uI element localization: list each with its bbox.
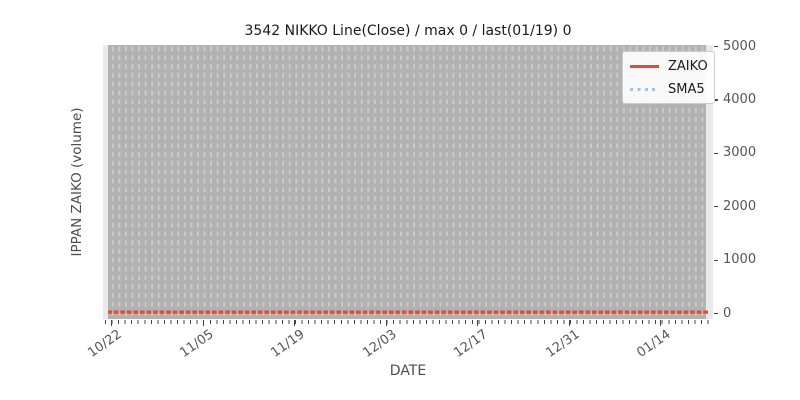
- plot-canvas: [108, 45, 708, 319]
- y-tick-mark: [713, 46, 718, 48]
- x-major-tick: [477, 319, 479, 326]
- legend: ZAIKO SMA5: [622, 51, 715, 104]
- chart-title: 3542 NIKKO Line(Close) / max 0 / last(01…: [244, 23, 572, 39]
- y-tick-mark: [713, 99, 718, 101]
- y-tick-mark: [713, 259, 718, 261]
- x-major-tick: [660, 319, 662, 326]
- y-tick-label: 5000: [723, 38, 757, 54]
- x-major-tick: [111, 319, 113, 326]
- legend-label: ZAIKO: [668, 58, 708, 74]
- y-tick-mark: [713, 313, 718, 315]
- x-minor-ticks: [105, 320, 712, 324]
- x-major-tick: [568, 319, 570, 326]
- y-tick-label: 3000: [723, 145, 757, 161]
- y-axis-label: IPPAN ZAIKO (volume): [69, 107, 85, 257]
- y-tick-mark: [713, 206, 718, 208]
- y-tick-label: 1000: [723, 252, 757, 268]
- legend-item-sma5: SMA5: [630, 82, 706, 97]
- y-tick-label: 2000: [723, 198, 757, 214]
- y-tick-label: 0: [723, 305, 732, 321]
- legend-item-zaiko: ZAIKO: [630, 58, 708, 74]
- y-tick-mark: [713, 152, 718, 155]
- plot-area: [103, 45, 713, 319]
- legend-label: SMA5: [668, 81, 705, 97]
- x-major-tick: [294, 319, 296, 326]
- sma5-line-swatch: [630, 87, 659, 91]
- y-tick-label: 4000: [723, 91, 757, 107]
- zaiko-line-swatch: [630, 64, 659, 68]
- x-major-tick: [385, 319, 387, 326]
- x-major-tick: [202, 319, 204, 326]
- x-axis-label: DATE: [389, 363, 427, 379]
- daily-dashed-gridlines: [108, 45, 706, 319]
